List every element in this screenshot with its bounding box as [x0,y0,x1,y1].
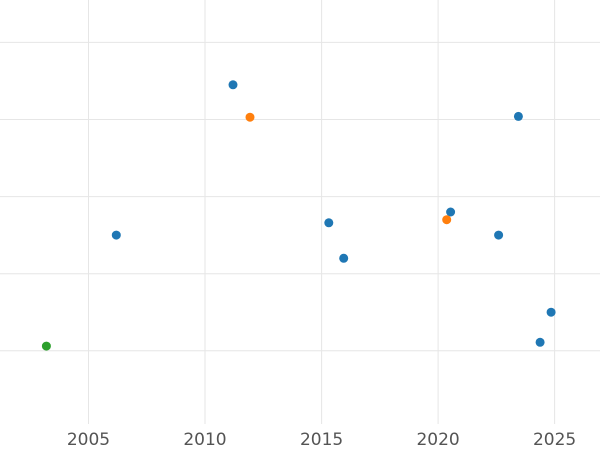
x-tick-label: 2020 [416,430,459,450]
data-point-blue [324,218,334,228]
x-tick-label: 2015 [300,430,343,450]
data-point-blue [535,337,545,347]
data-point-blue [339,253,349,263]
data-point-blue [111,230,121,240]
data-point-blue [513,111,523,121]
x-tick-label: 2010 [183,430,226,450]
x-tick-label: 2025 [533,430,576,450]
data-point-blue [546,307,556,317]
data-point-blue [228,80,238,90]
data-point-orange [442,215,452,225]
data-point-green [41,341,51,351]
data-point-orange [245,112,255,122]
data-point-blue [446,207,456,217]
data-point-blue [494,230,504,240]
x-tick-label: 2005 [67,430,110,450]
